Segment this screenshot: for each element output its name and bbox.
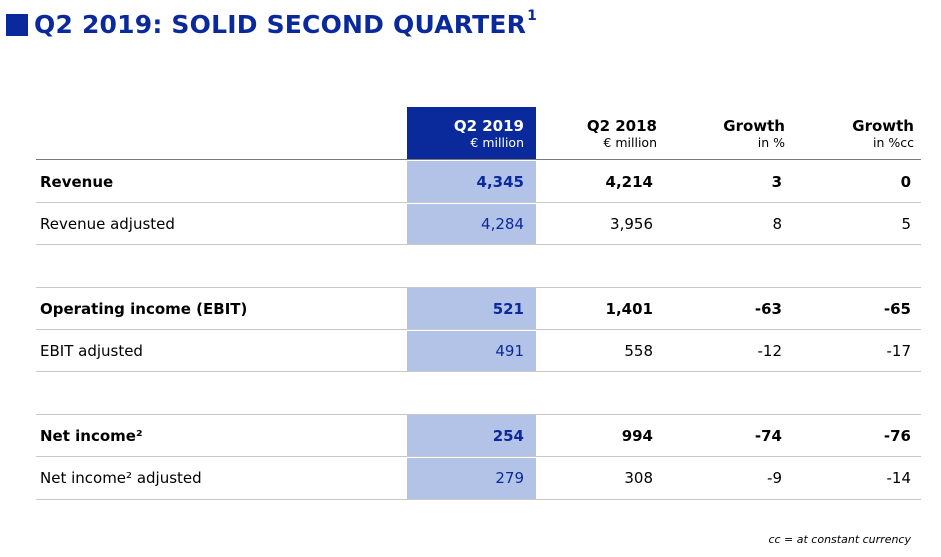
cell-growth-cc: 0 bbox=[901, 173, 911, 191]
cell-q2-2019: 254 bbox=[493, 427, 524, 445]
row-divider bbox=[36, 414, 921, 415]
row-label-revenue-adjusted: Revenue adjusted bbox=[40, 215, 175, 233]
column-header-label: Growth bbox=[723, 119, 785, 134]
cell-growth-cc: -14 bbox=[887, 469, 912, 487]
column-header-label: Q2 2018 bbox=[587, 119, 657, 134]
cell-growth: -63 bbox=[755, 300, 782, 318]
cell-growth: -74 bbox=[755, 427, 782, 445]
cell-growth: 8 bbox=[772, 215, 782, 233]
cell-q2-2018: 3,956 bbox=[610, 215, 653, 233]
column-header-unit: € million bbox=[454, 137, 524, 150]
row-divider bbox=[36, 329, 921, 330]
row-label-net-income: Net income² bbox=[40, 427, 143, 445]
title-bar: Q2 2019: SOLID SECOND QUARTER1 bbox=[6, 6, 537, 42]
cell-q2-2019: 521 bbox=[493, 300, 524, 318]
column-header-growth: Growth in % bbox=[723, 119, 785, 150]
row-divider bbox=[36, 202, 921, 203]
page-title: Q2 2019: SOLID SECOND QUARTER1 bbox=[34, 10, 537, 39]
cell-q2-2019: 279 bbox=[495, 469, 524, 487]
column-header-unit: in %cc bbox=[852, 137, 914, 150]
cell-q2-2019: 4,345 bbox=[477, 173, 524, 191]
row-divider bbox=[36, 499, 921, 500]
cell-growth: -9 bbox=[767, 469, 782, 487]
cell-q2-2018: 1,401 bbox=[606, 300, 653, 318]
cell-q2-2019: 4,284 bbox=[481, 215, 524, 233]
cell-growth: -12 bbox=[758, 342, 783, 360]
cell-q2-2018: 308 bbox=[624, 469, 653, 487]
column-header-unit: € million bbox=[587, 137, 657, 150]
cell-q2-2018: 4,214 bbox=[606, 173, 653, 191]
row-divider bbox=[36, 244, 921, 245]
column-header-label: Q2 2019 bbox=[454, 119, 524, 134]
cell-q2-2019: 491 bbox=[495, 342, 524, 360]
cell-q2-2018: 558 bbox=[624, 342, 653, 360]
cell-growth-cc: 5 bbox=[901, 215, 911, 233]
row-divider bbox=[36, 456, 921, 457]
cell-growth: 3 bbox=[772, 173, 782, 191]
title-text: Q2 2019: SOLID SECOND QUARTER bbox=[34, 10, 526, 39]
row-divider bbox=[36, 371, 921, 372]
title-footnote-marker: 1 bbox=[527, 8, 537, 24]
title-square-icon bbox=[6, 14, 28, 36]
cell-growth-cc: -65 bbox=[884, 300, 911, 318]
row-label-ebit: Operating income (EBIT) bbox=[40, 300, 247, 318]
row-divider bbox=[36, 287, 921, 288]
header-divider bbox=[36, 159, 921, 160]
column-header-q2-2018: Q2 2018 € million bbox=[587, 119, 657, 150]
row-label-net-income-adjusted: Net income² adjusted bbox=[40, 469, 202, 487]
row-label-revenue: Revenue bbox=[40, 173, 113, 191]
column-header-label: Growth bbox=[852, 119, 914, 134]
cell-q2-2018: 994 bbox=[622, 427, 653, 445]
column-header-unit: in % bbox=[723, 137, 785, 150]
footnote: cc = at constant currency bbox=[768, 533, 911, 546]
column-header-growth-cc: Growth in %cc bbox=[852, 119, 914, 150]
column-header-q2-2019: Q2 2019 € million bbox=[454, 119, 524, 150]
cell-growth-cc: -76 bbox=[884, 427, 911, 445]
row-label-ebit-adjusted: EBIT adjusted bbox=[40, 342, 143, 360]
cell-growth-cc: -17 bbox=[887, 342, 912, 360]
